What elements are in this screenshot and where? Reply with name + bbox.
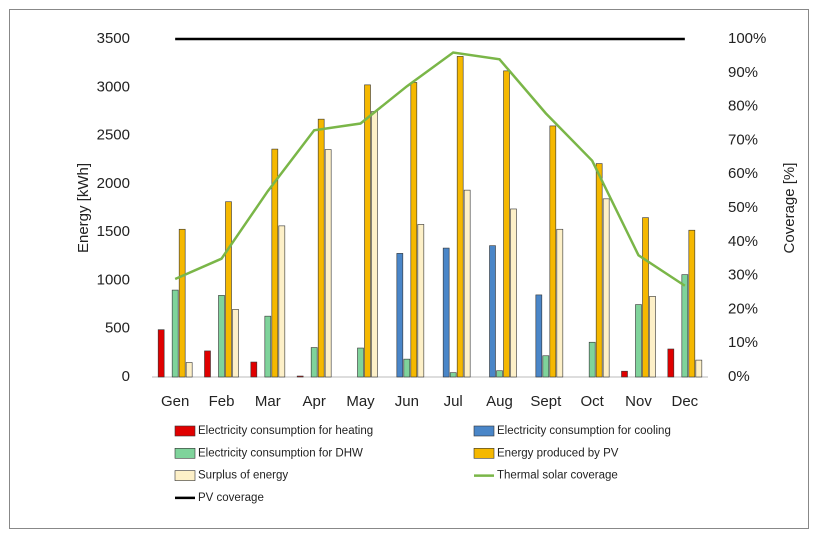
bar bbox=[417, 224, 425, 378]
bar bbox=[324, 149, 332, 378]
x-tick-label: Feb bbox=[209, 393, 235, 410]
bar bbox=[688, 229, 696, 378]
bar bbox=[357, 347, 364, 378]
y2-axis-title: Coverage [%] bbox=[781, 163, 798, 254]
x-tick-label: Oct bbox=[580, 393, 604, 410]
bar bbox=[542, 355, 550, 378]
bar bbox=[442, 247, 450, 378]
chart-frame bbox=[9, 9, 809, 529]
y2-tick-label: 100% bbox=[728, 30, 766, 47]
legend-swatch bbox=[473, 425, 495, 437]
bar bbox=[232, 309, 239, 378]
legend-label: Electricity consumption for DHW bbox=[198, 447, 363, 459]
bar bbox=[456, 56, 464, 378]
y2-tick-label: 70% bbox=[728, 131, 758, 148]
bar bbox=[695, 359, 703, 378]
y2-tick-label: 50% bbox=[728, 199, 758, 216]
bar bbox=[410, 82, 418, 378]
x-tick-label: Jun bbox=[395, 393, 419, 410]
bar bbox=[264, 315, 272, 378]
bar bbox=[403, 358, 411, 378]
y-tick-label: 2000 bbox=[97, 175, 130, 192]
bar bbox=[549, 125, 557, 378]
bar bbox=[157, 329, 165, 378]
bar bbox=[317, 118, 325, 378]
y2-tick-label: 20% bbox=[728, 300, 758, 317]
bar bbox=[556, 228, 564, 378]
y2-tick-label: 90% bbox=[728, 64, 758, 81]
x-tick-label: May bbox=[346, 393, 375, 410]
bar bbox=[602, 198, 610, 378]
legend-swatch bbox=[174, 447, 196, 459]
bar bbox=[595, 163, 603, 378]
y-tick-label: 500 bbox=[105, 320, 130, 337]
x-tick-label: Aug bbox=[486, 393, 513, 410]
bar bbox=[588, 341, 596, 378]
legend-label: Thermal solar coverage bbox=[497, 470, 618, 482]
bar bbox=[449, 372, 457, 378]
y-tick-label: 3500 bbox=[97, 30, 130, 47]
bar bbox=[185, 362, 193, 378]
bar bbox=[204, 350, 211, 378]
y2-tick-label: 0% bbox=[728, 368, 750, 385]
bar bbox=[510, 208, 517, 378]
bar bbox=[225, 201, 232, 378]
bar bbox=[642, 217, 649, 378]
y2-tick-label: 80% bbox=[728, 98, 758, 115]
x-tick-label: Nov bbox=[625, 393, 652, 410]
bar bbox=[218, 295, 225, 378]
legend-label: Electricity consumption for cooling bbox=[497, 425, 671, 437]
bar bbox=[371, 111, 378, 378]
y2-tick-label: 30% bbox=[728, 267, 758, 284]
legend-label: Surplus of energy bbox=[198, 470, 288, 482]
bar bbox=[250, 361, 258, 378]
y-tick-label: 2500 bbox=[97, 127, 130, 144]
bar bbox=[296, 375, 304, 378]
legend-label: Energy produced by PV bbox=[497, 447, 619, 459]
bar bbox=[310, 347, 318, 378]
y-tick-label: 1500 bbox=[97, 223, 130, 240]
x-tick-label: Sept bbox=[530, 393, 562, 410]
y-tick-label: 3000 bbox=[97, 78, 130, 95]
legend-label: PV coverage bbox=[198, 492, 264, 504]
bar bbox=[635, 304, 642, 378]
y-tick-label: 0 bbox=[122, 368, 130, 385]
legend-swatch bbox=[174, 425, 196, 437]
x-tick-label: Apr bbox=[302, 393, 325, 410]
bar bbox=[463, 189, 471, 378]
line bbox=[174, 51, 686, 287]
bar bbox=[649, 296, 656, 378]
legend-swatch bbox=[473, 447, 495, 459]
bar bbox=[489, 245, 496, 378]
bar bbox=[496, 370, 503, 378]
bar bbox=[271, 148, 279, 378]
y-tick-label: 1000 bbox=[97, 271, 130, 288]
bar bbox=[364, 84, 371, 378]
y-axis-title: Energy [kWh] bbox=[75, 163, 92, 253]
x-tick-label: Mar bbox=[255, 393, 281, 410]
bar bbox=[535, 294, 543, 378]
bar bbox=[396, 253, 404, 378]
bar bbox=[621, 370, 628, 378]
legend-label: Electricity consumption for heating bbox=[198, 425, 373, 437]
legend-swatch bbox=[174, 470, 196, 481]
x-tick-label: Jul bbox=[444, 393, 463, 410]
bar bbox=[667, 348, 675, 378]
bar bbox=[681, 274, 689, 378]
y2-tick-label: 60% bbox=[728, 165, 758, 182]
y2-tick-label: 10% bbox=[728, 334, 758, 351]
x-tick-label: Dec bbox=[671, 393, 698, 410]
x-tick-label: Gen bbox=[161, 393, 189, 410]
bar bbox=[503, 70, 510, 378]
y2-tick-label: 40% bbox=[728, 233, 758, 250]
bar bbox=[171, 289, 179, 378]
bar bbox=[178, 228, 186, 378]
bar bbox=[278, 225, 286, 378]
